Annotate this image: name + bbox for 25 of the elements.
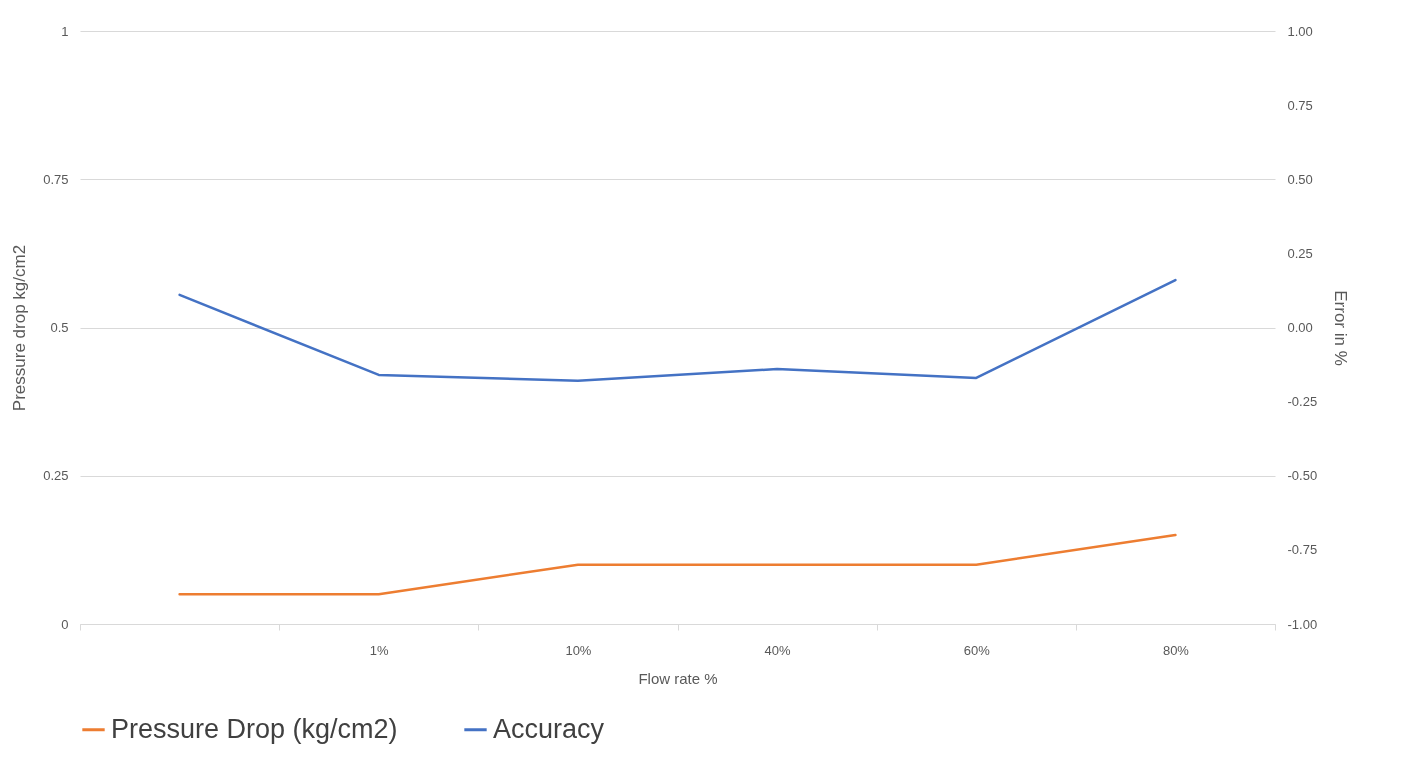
- x-tick-label: 80%: [1162, 642, 1190, 658]
- y-axis-title: Pressure drop kg/cm2: [10, 244, 30, 412]
- line-series: [178, 278, 1177, 383]
- y2-tick-label: -0.75: [1287, 542, 1318, 558]
- y-tick-label: 0.75: [43, 171, 69, 187]
- y2-tick-label: 1.00: [1287, 23, 1313, 39]
- y2-tick-label: 0.50: [1287, 171, 1313, 187]
- y2-tick-label: 0.75: [1287, 97, 1313, 113]
- y2-tick-label: 0.25: [1287, 245, 1313, 261]
- y2-tick-label: -1.00: [1287, 616, 1318, 632]
- x-tick-label: 60%: [963, 642, 991, 658]
- x-tick-label: 1%: [369, 642, 390, 658]
- y2-tick-label: -0.25: [1287, 394, 1318, 410]
- y-tick-label: 1: [61, 23, 69, 39]
- x-tick-label: 10%: [565, 642, 592, 658]
- y-tick-label: 0.25: [43, 468, 69, 484]
- x-axis-title: Flow rate %: [638, 669, 718, 687]
- y-tick-label: 0: [61, 616, 69, 632]
- legend-label: Pressure Drop (kg/cm2): [111, 713, 398, 744]
- legend-label: Accuracy: [493, 713, 605, 744]
- x-tick-label: 40%: [764, 642, 792, 658]
- y2-tick-label: -0.50: [1287, 468, 1318, 484]
- y2-axis-title: Error in %: [1331, 290, 1351, 366]
- y-tick-label: 0.5: [50, 320, 69, 335]
- y2-tick-label: 0.00: [1287, 320, 1313, 335]
